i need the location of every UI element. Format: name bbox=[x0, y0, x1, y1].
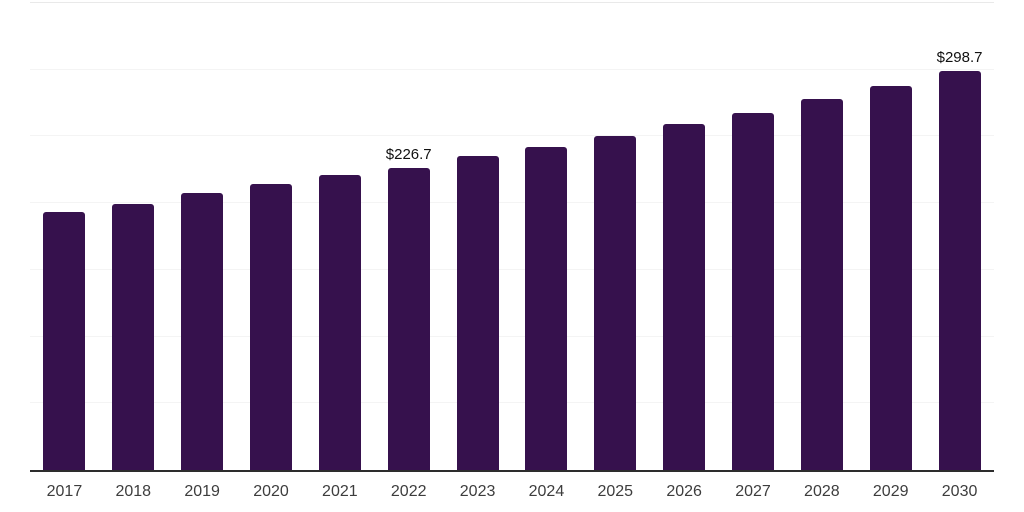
x-axis-label-2021: 2021 bbox=[322, 483, 358, 500]
x-axis: 2017 2018 2019 2020 2021 2022 2023 2024 2025 2026… bbox=[30, 480, 994, 504]
x-axis-label-2025: 2025 bbox=[597, 483, 634, 500]
bar-2026 bbox=[663, 124, 706, 470]
bar-2019 bbox=[181, 193, 224, 470]
plot-area: $226.7 $298.7 bbox=[30, 2, 994, 472]
x-axis-label-2023: 2023 bbox=[459, 483, 496, 500]
gridline bbox=[30, 68, 994, 70]
bar-2029 bbox=[869, 85, 912, 470]
x-axis-label-2019: 2019 bbox=[184, 483, 220, 500]
x-axis-label-2017: 2017 bbox=[46, 483, 83, 500]
bar-2017 bbox=[43, 212, 86, 470]
gridline bbox=[30, 402, 994, 404]
bar-2023 bbox=[456, 156, 499, 470]
gridline bbox=[30, 202, 994, 204]
x-axis-label-2029: 2029 bbox=[872, 483, 909, 500]
x-axis-label-2020: 2020 bbox=[253, 483, 289, 500]
gridline bbox=[30, 135, 994, 137]
bar-2022 bbox=[387, 167, 430, 470]
gridline bbox=[30, 268, 994, 270]
bar-2030 bbox=[938, 71, 981, 470]
x-axis-label-2024: 2024 bbox=[528, 483, 565, 500]
bar-2025 bbox=[594, 136, 637, 470]
x-axis-label-2018: 2018 bbox=[115, 483, 152, 500]
bar-2024 bbox=[525, 147, 568, 470]
bar-2021 bbox=[318, 175, 361, 470]
x-axis-label-2030: 2030 bbox=[941, 483, 978, 500]
bar-value-label-2022: $226.7 bbox=[385, 145, 432, 163]
bar-2018 bbox=[112, 203, 155, 470]
bar-2028 bbox=[800, 99, 843, 470]
bar-2027 bbox=[732, 113, 774, 470]
x-axis-label-2022: 2022 bbox=[390, 483, 427, 500]
x-axis-label-2026: 2026 bbox=[666, 483, 702, 500]
bar-value-label-2030: $298.7 bbox=[936, 49, 983, 67]
gridline bbox=[30, 335, 994, 337]
x-axis-label-2027: 2027 bbox=[735, 483, 771, 500]
bar-2020 bbox=[250, 184, 292, 470]
x-axis-label-2028: 2028 bbox=[804, 483, 840, 500]
